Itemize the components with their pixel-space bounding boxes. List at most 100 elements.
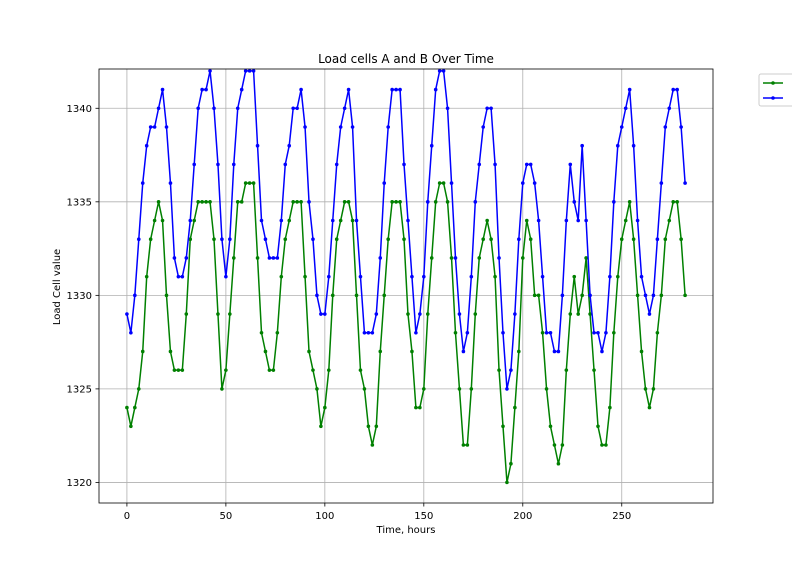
data-point — [247, 69, 252, 73]
data-point — [600, 349, 604, 354]
data-point — [394, 87, 398, 92]
data-point — [334, 162, 339, 167]
data-point — [635, 218, 640, 223]
series-1 — [125, 181, 687, 485]
data-point — [243, 181, 248, 185]
data-point — [212, 106, 216, 111]
series-layer — [125, 69, 687, 485]
data-point — [635, 293, 640, 298]
data-point — [481, 125, 486, 129]
data-point — [342, 106, 347, 111]
data-point — [659, 181, 664, 185]
data-point — [552, 443, 557, 447]
data-point — [251, 181, 256, 185]
data-point — [592, 368, 596, 372]
data-point — [580, 143, 584, 148]
data-point — [228, 312, 232, 316]
data-point — [216, 162, 220, 167]
data-point — [216, 312, 220, 316]
data-point — [615, 274, 620, 279]
data-point — [619, 125, 624, 129]
data-point — [560, 443, 565, 447]
data-point — [410, 274, 414, 279]
data-point — [461, 443, 466, 447]
data-point — [334, 237, 339, 242]
data-point — [671, 200, 676, 204]
data-point — [235, 106, 240, 111]
data-point — [647, 312, 652, 316]
data-point — [493, 274, 497, 279]
data-point — [327, 368, 331, 372]
data-point — [536, 218, 541, 223]
data-point — [445, 106, 450, 111]
data-point — [184, 312, 189, 316]
data-point — [255, 143, 260, 148]
data-point — [505, 480, 509, 485]
data-point — [663, 125, 668, 129]
data-point — [176, 368, 181, 372]
x-tick-label: 150 — [414, 511, 433, 522]
data-point — [299, 87, 303, 92]
data-point — [350, 218, 355, 223]
data-point — [125, 312, 129, 316]
data-point — [259, 218, 264, 223]
data-point — [239, 200, 244, 204]
x-tick-label: 250 — [612, 511, 631, 522]
data-point — [485, 218, 489, 223]
data-point — [338, 218, 343, 223]
data-point — [382, 293, 387, 298]
data-point — [295, 200, 299, 204]
data-point — [683, 181, 687, 185]
data-point — [437, 69, 442, 73]
data-point — [489, 106, 493, 111]
data-point — [517, 237, 521, 242]
data-point — [469, 387, 474, 391]
data-point — [433, 200, 438, 204]
data-point — [639, 349, 644, 354]
data-point — [279, 274, 284, 279]
data-point — [437, 181, 442, 185]
data-point — [354, 218, 359, 223]
data-point — [544, 330, 549, 335]
data-point — [315, 387, 319, 391]
data-point — [623, 106, 628, 111]
data-point — [255, 256, 260, 260]
data-point — [540, 330, 545, 335]
data-point — [235, 200, 240, 204]
data-point — [267, 256, 272, 260]
data-point — [513, 312, 517, 316]
data-point — [291, 106, 295, 111]
data-point — [164, 293, 169, 298]
data-point — [319, 312, 323, 316]
data-point — [152, 218, 157, 223]
series-2 — [125, 69, 687, 391]
data-point — [406, 312, 410, 316]
data-point — [188, 218, 193, 223]
data-point — [615, 143, 620, 148]
data-point — [651, 387, 656, 391]
data-point — [287, 143, 292, 148]
data-point — [172, 256, 177, 260]
data-point — [493, 162, 497, 167]
data-point — [627, 200, 632, 204]
data-point — [418, 405, 422, 410]
legend-marker-1 — [771, 81, 775, 85]
x-tick-label: 50 — [220, 511, 233, 522]
data-point — [133, 405, 137, 410]
data-point — [390, 200, 394, 204]
data-point — [675, 87, 679, 92]
data-point — [509, 368, 513, 372]
data-point — [457, 312, 462, 316]
data-point — [556, 461, 561, 466]
data-point — [279, 218, 284, 223]
data-point — [425, 312, 430, 316]
data-point — [568, 162, 573, 167]
data-point — [275, 330, 280, 335]
data-point — [307, 349, 311, 354]
data-point — [378, 349, 383, 354]
data-point — [667, 218, 672, 223]
legend-frame — [758, 73, 792, 107]
data-point — [220, 387, 224, 391]
data-point — [390, 87, 394, 92]
